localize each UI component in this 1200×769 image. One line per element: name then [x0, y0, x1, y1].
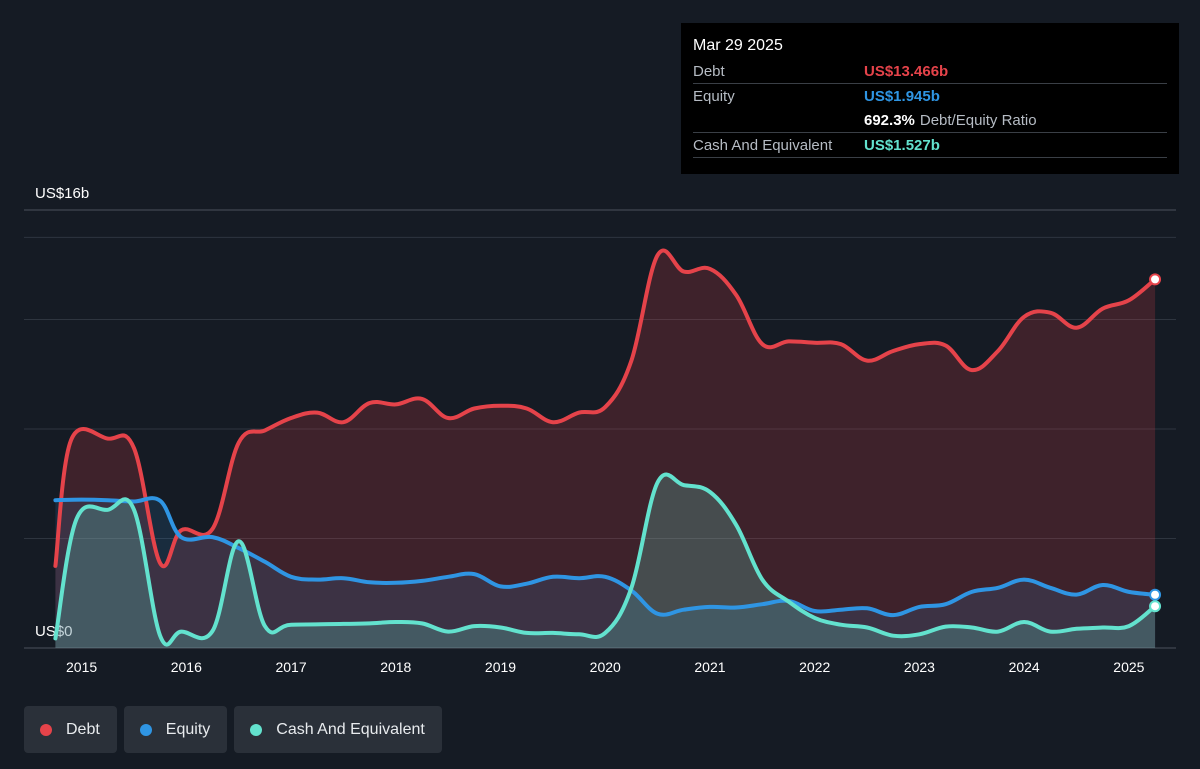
x-tick-label: 2021	[694, 659, 725, 675]
y-axis-bottom-label: US$0	[35, 623, 73, 640]
equity-dot-icon	[139, 723, 152, 736]
x-tick-label: 2024	[1009, 659, 1040, 675]
equity-line	[53, 496, 1158, 618]
tooltip-ratio-row: 692.3% Debt/Equity Ratio	[693, 108, 1167, 133]
tooltip-ratio-label: Debt/Equity Ratio	[919, 111, 1037, 129]
equity-area	[55, 498, 1156, 648]
debt-end-marker	[1149, 273, 1162, 286]
tooltip-equity-value: US$1.945b	[864, 87, 940, 105]
tooltip-ratio-value: 692.3%	[864, 111, 915, 129]
chart-tooltip: Mar 29 2025 Debt US$13.466b Equity US$1.…	[681, 23, 1179, 174]
x-tick-label: 2019	[485, 659, 516, 675]
legend-label-debt: Debt	[66, 720, 100, 738]
legend-label-equity: Equity	[165, 720, 211, 738]
x-tick-label: 2022	[799, 659, 830, 675]
tooltip-debt-value: US$13.466b	[864, 62, 949, 80]
legend-item-cash[interactable]: Cash And Equivalent	[234, 706, 442, 753]
x-tick-label: 2023	[904, 659, 935, 675]
cash-dot-icon	[250, 723, 263, 736]
legend-item-debt[interactable]: Debt	[24, 706, 117, 753]
tooltip-equity-label: Equity	[693, 87, 735, 105]
y-axis-top-label: US$16b	[35, 185, 89, 202]
debt-line	[53, 248, 1158, 569]
equity-end-marker	[1149, 588, 1162, 601]
x-tick-label: 2020	[590, 659, 621, 675]
legend-label-cash: Cash And Equivalent	[276, 720, 425, 738]
tooltip-cash-label: Cash And Equivalent	[693, 136, 833, 154]
tooltip-date: Mar 29 2025	[693, 37, 783, 54]
cash-end-marker	[1149, 600, 1162, 613]
tooltip-debt-label: Debt	[693, 62, 725, 80]
x-tick-label: 2018	[380, 659, 411, 675]
debt-area	[55, 250, 1156, 649]
tooltip-debt-row: Debt US$13.466b	[693, 59, 1167, 84]
x-tick-label: 2016	[171, 659, 202, 675]
tooltip-cash-value: US$1.527b	[864, 136, 940, 154]
x-tick-label: 2015	[66, 659, 97, 675]
tooltip-equity-row: Equity US$1.945b	[693, 84, 1167, 108]
x-tick-label: 2017	[275, 659, 306, 675]
cash-line	[53, 472, 1158, 647]
tooltip-cash-row: Cash And Equivalent US$1.527b	[693, 133, 1167, 158]
debt-dot-icon	[40, 723, 52, 736]
x-tick-label: 2025	[1113, 659, 1144, 675]
chart-legend: Debt Equity Cash And Equivalent	[24, 706, 442, 753]
legend-item-equity[interactable]: Equity	[123, 706, 228, 753]
